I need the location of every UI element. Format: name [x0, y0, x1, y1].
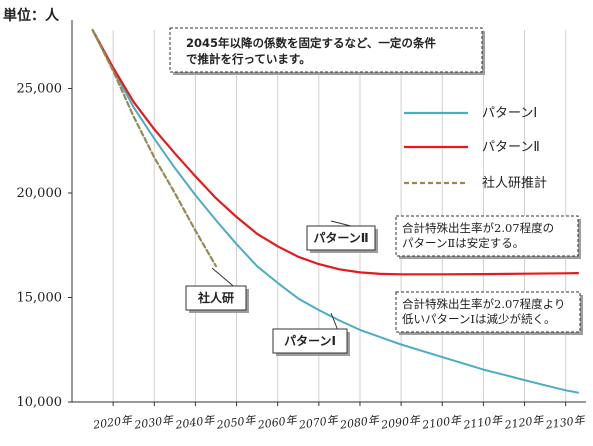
x-tick-label-2120: 2120年 — [503, 413, 545, 432]
callout-pattern2-label: パターンⅡ — [313, 231, 368, 245]
x-tick-label-2080: 2080年 — [338, 413, 380, 432]
x-tick-label-2060: 2060年 — [256, 413, 298, 432]
annotation-pattern1-note-line-0: 合計特殊出生率が2.07程度より — [402, 297, 565, 311]
callout-pattern2: パターンⅡ — [306, 220, 378, 253]
x-tick-label-2090: 2090年 — [379, 413, 421, 432]
y-tick-label-20000: 20,000 — [17, 186, 63, 201]
x-tick-label-2110: 2110年 — [462, 413, 504, 432]
callout-pattern1-box — [272, 328, 348, 354]
y-tick-label-15000: 15,000 — [17, 291, 63, 306]
x-tick-label-2020: 2020年 — [91, 413, 133, 432]
series-line-0 — [91, 29, 579, 394]
series-lines — [91, 28, 580, 394]
callout-shajinken-label: 社人研 — [197, 290, 234, 305]
y-tick-labels: 10,000 15,000 20,000 25,000 — [17, 82, 63, 410]
unit-label: 単位：人 — [3, 8, 59, 24]
x-tick-label-2040: 2040年 — [174, 413, 216, 432]
callout-shajinken-box — [185, 285, 247, 311]
x-tick-labels: 2020年 2030年 2040年 2050年 2060年 2070年 2080年 2090年… — [91, 413, 586, 432]
legend: パターンⅠ パターンⅡ 社人研推計 — [404, 106, 547, 191]
annotations: 2045年以降の係数を固定するなど、一定の条件で推計を行っています。合計特殊出生… — [169, 27, 583, 356]
series-line-2 — [91, 28, 218, 268]
callout-shajinken: 社人研 — [185, 267, 249, 313]
legend-label-2: 社人研推計 — [482, 175, 547, 191]
x-tick-label-2070: 2070年 — [297, 413, 339, 432]
annotation-pattern2-note-line-1: パターンⅡは安定する。 — [402, 236, 524, 250]
callout-pattern2-box — [306, 225, 376, 251]
callout-pattern1-label: パターンⅠ — [284, 334, 336, 348]
annotation-pattern1-note-line-1: 低いパターンⅠは減少が続く。 — [402, 312, 555, 326]
axes — [68, 20, 586, 406]
series-line-1 — [91, 28, 580, 276]
callout-pattern1: パターンⅠ — [272, 312, 350, 356]
x-tick-label-2050: 2050年 — [215, 413, 257, 432]
legend-label-0: パターンⅠ — [482, 106, 537, 121]
legend-label-1: パターンⅡ — [482, 140, 540, 155]
x-tick-label-2100: 2100年 — [421, 413, 463, 432]
annotation-pattern2-note-line-0: 合計特殊出生率が2.07程度の — [402, 221, 554, 235]
x-tick-label-2130: 2130年 — [544, 413, 586, 432]
x-tick-label-2030: 2030年 — [133, 413, 175, 432]
annotation-top-note-line-0: 2045年以降の係数を固定するなど、一定の条件 — [186, 36, 436, 50]
y-tick-label-10000: 10,000 — [17, 395, 63, 410]
y-tick-label-25000: 25,000 — [17, 82, 63, 97]
annotation-top-note-line-1: で推計を行っています。 — [186, 52, 311, 66]
